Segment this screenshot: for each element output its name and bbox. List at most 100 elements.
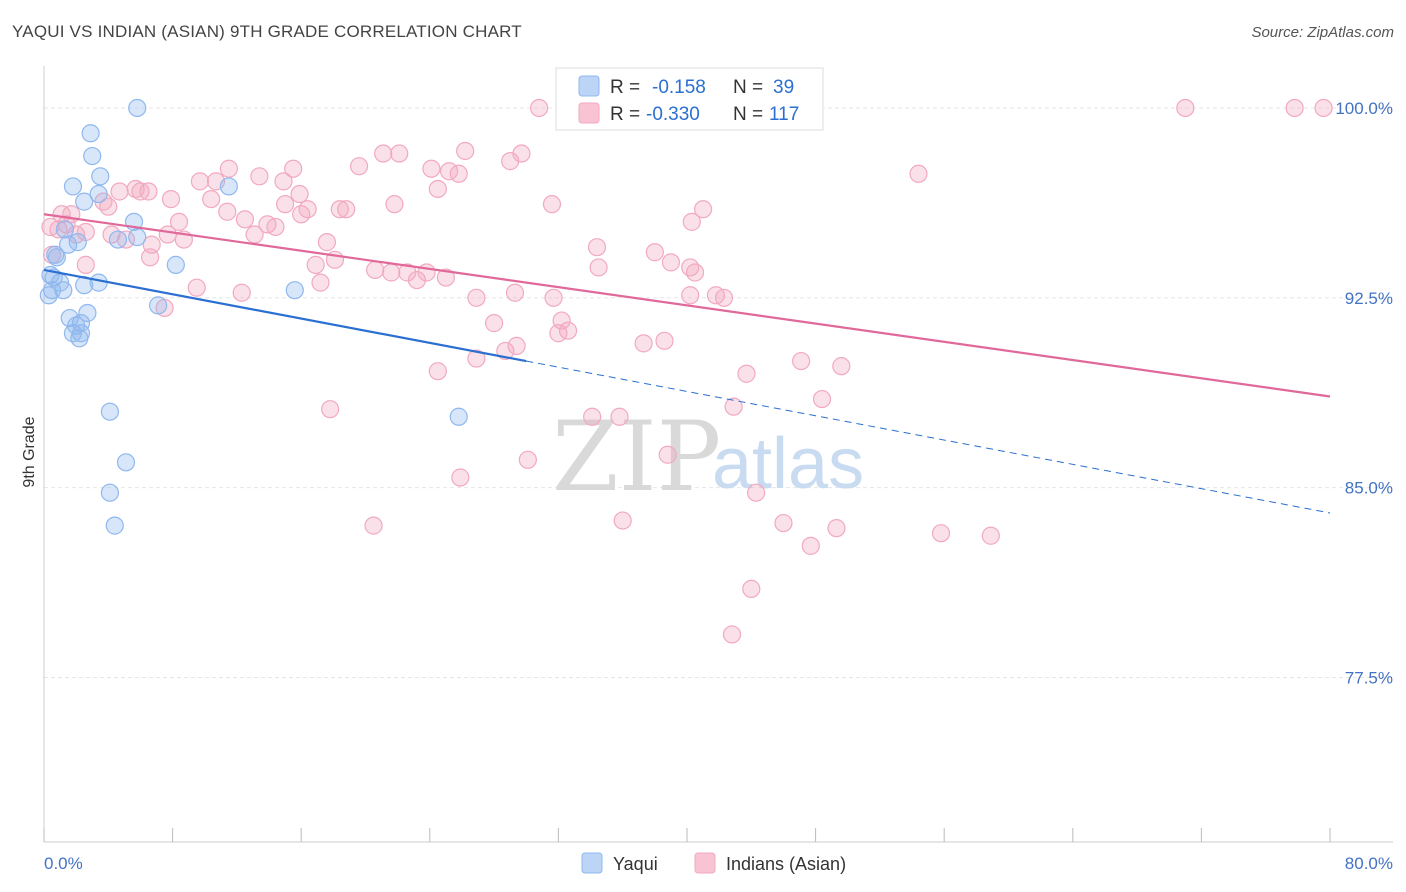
indian-point [505,283,525,302]
yaqui-point [100,402,120,421]
indian-point [202,189,221,209]
indian-point [349,157,369,176]
yaqui-point [105,516,124,535]
trend-lines [43,213,1331,514]
indian-trend-line [43,213,1331,398]
yaqui-point [89,184,108,204]
indian-point [187,278,206,297]
indian-point [337,200,356,219]
indian-point [330,200,349,219]
indian-point [682,212,701,231]
indian-point [801,536,820,555]
yaqui-trend-line [43,268,527,363]
bottom-legend-yaqui: Yaqui [613,854,658,874]
indian-point [219,159,238,178]
y-tick-label: 92.5% [1345,289,1393,308]
indian-point [274,172,293,191]
y-tick-label: 100.0% [1335,99,1393,118]
indian-point [169,212,189,231]
indian-point [436,268,455,287]
indian-point [390,144,409,163]
indian-point [110,182,129,201]
indian-point [290,184,309,204]
indian-point [681,286,700,305]
indian-point [317,233,337,252]
indian-point [496,341,515,361]
y-tick-label: 85.0% [1345,479,1393,498]
yaqui-point [55,220,74,239]
indian-point [374,144,393,163]
indian-point [931,524,951,543]
axes [43,66,1393,843]
indian-point [747,483,766,502]
indian-point [276,195,295,214]
legend-yaqui-n-label: N = [733,77,763,98]
indian-point [449,164,468,183]
legend-indian-n-value: 117 [769,104,799,125]
x-tick-label-max: 80.0% [1345,854,1393,873]
legend-indian-r-value: -0.330 [646,104,700,125]
indian-point [518,450,537,469]
indian-point [544,288,563,307]
legend-swatch-indian [578,102,600,124]
yaqui-points [39,98,468,535]
y-axis-label: 9th Grade [21,416,38,487]
indian-point [645,243,664,262]
indian-point [613,511,632,530]
grid-lines [44,107,1393,678]
legend-indian-r-label: R = [610,104,640,125]
yaqui-point [149,296,168,315]
indian-point [382,263,401,282]
indian-point [658,445,677,464]
yaqui-point [166,255,185,274]
source-label: Source: ZipAtlas.com [1251,24,1394,41]
indian-point [467,349,486,368]
bottom-legend: Yaqui Indians (Asian) [581,852,846,874]
indian-point [407,270,427,290]
yaqui-point [67,316,86,335]
indian-point [981,526,1000,545]
indian-point [218,202,237,221]
watermark-zip: ZIP [552,401,721,513]
indian-point [306,255,325,274]
yaqui-point [39,286,58,305]
indian-point [583,407,602,426]
indian-point [292,205,311,224]
yaqui-point [78,303,97,323]
indian-point [311,273,330,292]
indian-point [634,334,653,353]
indian-point [909,164,928,183]
yaqui-trend-extension [526,360,1331,514]
legend-yaqui-r-value: -0.158 [652,77,706,98]
indian-point [832,357,851,376]
indian-point [161,189,181,209]
x-tick-label-min: 0.0% [44,854,83,873]
indian-point [530,98,549,118]
indian-point [456,141,475,161]
indian-point [558,321,578,340]
y-tick-label: 77.5% [1345,668,1393,687]
indian-point [792,351,811,371]
yaqui-point [128,98,147,118]
yaqui-point [89,273,108,292]
yaqui-point [83,146,102,166]
indian-point [512,144,531,163]
yaqui-point [449,407,468,426]
indian-point [685,263,705,282]
indian-point [190,172,210,191]
y-tick-labels: 77.5% 85.0% 92.5% 100.0% [1335,99,1393,688]
indian-point [774,513,793,533]
indian-point [737,364,756,383]
bottom-legend-indian: Indians (Asian) [726,854,846,874]
indian-point [587,238,607,257]
legend-indian-n-label: N = [733,104,763,125]
indian-point [722,625,742,644]
indian-point [507,336,526,355]
indian-point [428,362,447,381]
indian-point [366,260,385,280]
indian-point [610,407,629,426]
indian-point [52,205,71,224]
indian-point [467,288,486,307]
indian-point [655,331,674,350]
